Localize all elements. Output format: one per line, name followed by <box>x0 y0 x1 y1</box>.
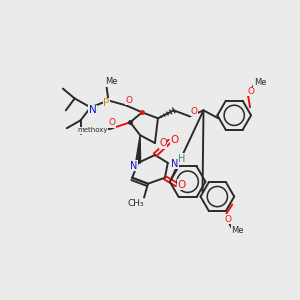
Text: O: O <box>109 118 116 127</box>
Text: Me: Me <box>254 78 266 87</box>
Text: O: O <box>126 96 133 105</box>
Polygon shape <box>136 135 141 163</box>
Text: Me: Me <box>105 77 118 86</box>
Text: methoxy: methoxy <box>94 132 101 133</box>
Text: O: O <box>190 107 197 116</box>
Text: O: O <box>171 135 179 145</box>
Text: O: O <box>159 138 167 148</box>
Text: N: N <box>171 159 178 169</box>
Text: O: O <box>248 87 255 96</box>
Text: O: O <box>225 215 232 224</box>
Text: O: O <box>107 117 115 127</box>
Text: N: N <box>130 161 138 171</box>
Text: P: P <box>103 98 110 108</box>
Text: O: O <box>178 180 186 190</box>
Text: H: H <box>178 154 185 164</box>
Text: CH₃: CH₃ <box>128 199 144 208</box>
Text: N: N <box>89 105 96 116</box>
Text: methoxy: methoxy <box>77 127 108 133</box>
Text: Me: Me <box>231 226 243 235</box>
